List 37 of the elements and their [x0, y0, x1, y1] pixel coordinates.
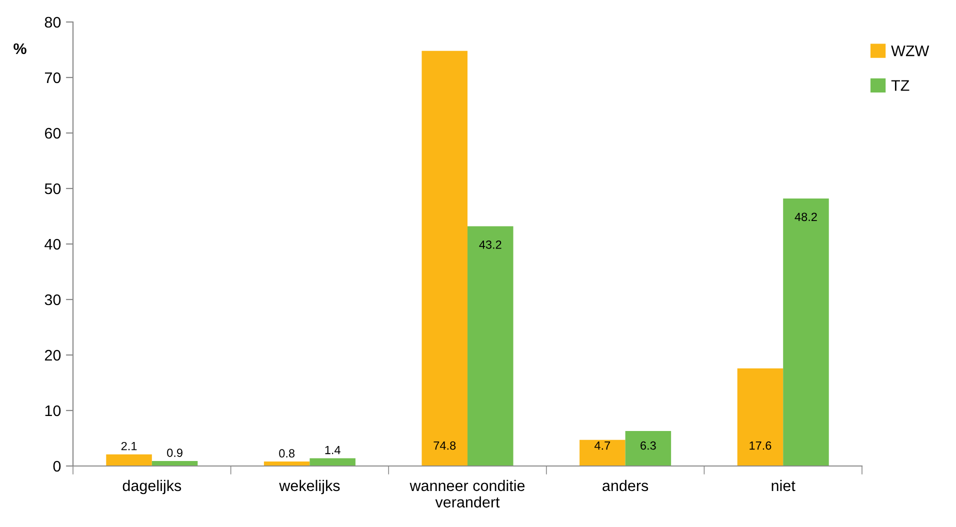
bar: [152, 461, 198, 466]
bar: [783, 198, 829, 466]
bar: [264, 462, 310, 466]
x-tick-label: anders: [602, 480, 648, 492]
data-label: 48.2: [794, 212, 817, 222]
data-label: 43.2: [479, 240, 502, 249]
data-label: 0.8: [279, 449, 295, 458]
data-label: 17.6: [750, 441, 772, 450]
y-tick-label: 30: [44, 294, 61, 306]
bar: [580, 440, 626, 466]
legend-label: WZW: [891, 46, 930, 56]
x-tick-label: dagelijks: [122, 480, 182, 494]
bar: [625, 431, 672, 466]
data-label: 0.9: [167, 448, 182, 457]
y-tick-label: 20: [44, 350, 61, 361]
y-tick-label: 40: [44, 238, 61, 250]
bar: [106, 454, 152, 466]
bar: [422, 50, 468, 466]
y-tick-label: 60: [44, 128, 61, 139]
y-tick-label: 0: [53, 460, 61, 472]
x-tick-label: niet: [772, 480, 796, 492]
bar: [737, 368, 784, 466]
x-tick-label: wekelijks: [279, 480, 340, 494]
data-label: 1.4: [325, 446, 340, 454]
data-label: 2.1: [121, 442, 137, 450]
y-tick-label: 70: [44, 72, 61, 84]
bar: [310, 458, 356, 466]
y-axis-title: %: [14, 43, 26, 54]
legend-label: TZ: [891, 80, 910, 91]
data-label: 4.7: [594, 442, 610, 450]
x-tick-label: wanneer conditie verandert: [410, 480, 525, 508]
y-tick-label: 10: [45, 405, 61, 416]
data-label: 6.3: [640, 441, 656, 450]
y-tick-label: 50: [44, 183, 61, 194]
data-label: 74.8: [434, 441, 456, 450]
y-tick-label: 80: [44, 16, 61, 28]
bar: [468, 226, 514, 466]
